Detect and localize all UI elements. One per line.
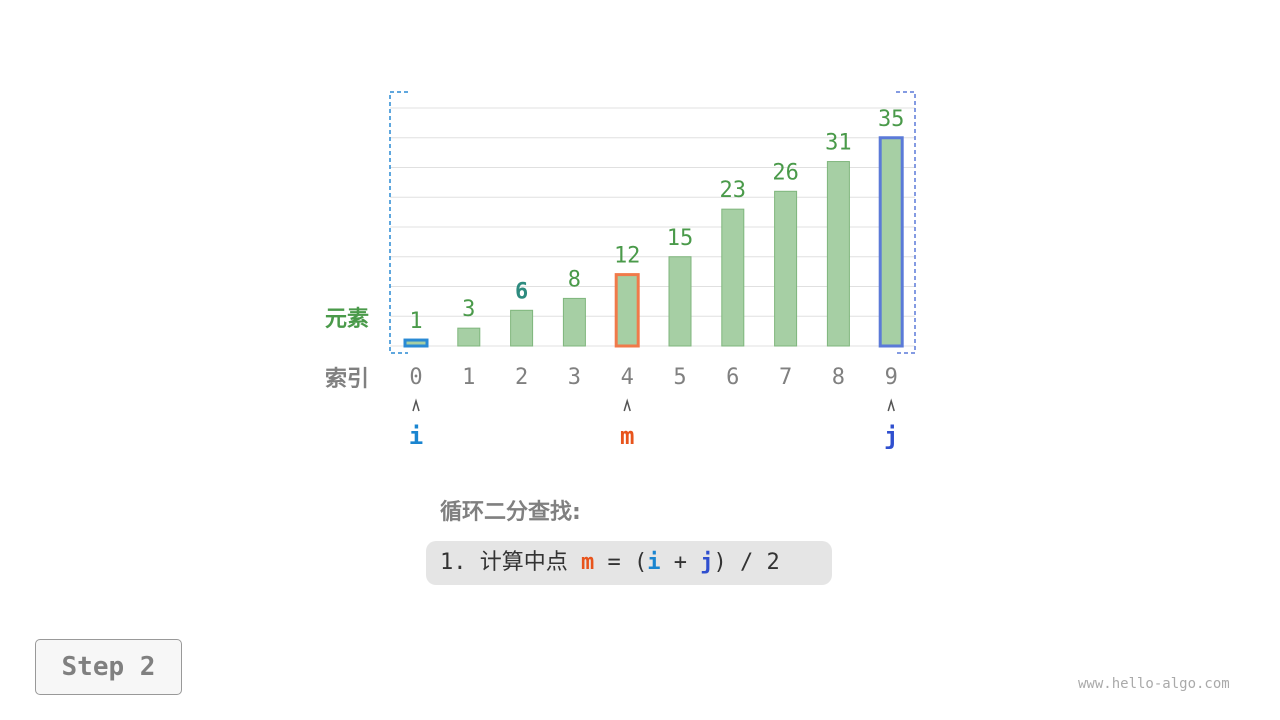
index-label-2: 2 (515, 365, 528, 390)
bar-0 (403, 338, 429, 348)
value-label-3: 8 (568, 267, 581, 292)
pointer-m: m (620, 422, 634, 450)
index-label-0: 0 (409, 365, 422, 390)
pointer-j: j (884, 422, 898, 450)
value-label-2: 6 (515, 279, 528, 304)
index-label-3: 3 (568, 365, 581, 390)
step-button[interactable]: Step 2 (35, 639, 182, 695)
left-bracket-i (389, 91, 408, 354)
pointer-arrow-i (412, 398, 420, 412)
value-label-7: 26 (772, 160, 799, 185)
bar-1 (457, 327, 481, 347)
index-label: 索引 (325, 367, 370, 392)
bar-7 (774, 190, 798, 347)
value-label-6: 23 (720, 178, 747, 203)
index-label-4: 4 (621, 365, 634, 390)
value-label-1: 3 (462, 297, 475, 322)
index-label-7: 7 (779, 365, 792, 390)
bar-2 (510, 309, 534, 347)
formula-i: i (647, 550, 661, 575)
pointer-arrow-j (887, 398, 895, 412)
formula-prefix: 1. 计算中点 (440, 550, 581, 575)
index-label-8: 8 (832, 365, 845, 390)
bar-5 (668, 256, 692, 347)
index-label-9: 9 (885, 365, 898, 390)
formula-plus: + (660, 550, 701, 575)
algorithm-title: 循环二分查找: (440, 500, 581, 525)
value-label-4: 12 (614, 244, 641, 269)
index-label-5: 5 (673, 365, 686, 390)
value-label-9: 35 (878, 107, 905, 132)
value-label-0: 1 (409, 309, 422, 334)
formula-m: m (580, 550, 595, 575)
bar-8 (826, 161, 850, 347)
formula-j: j (700, 550, 714, 575)
watermark: www.hello-algo.com (1078, 676, 1230, 692)
right-bracket-j (896, 91, 916, 354)
formula-eq: = ( (594, 550, 648, 575)
elements-label: 元素 (325, 307, 370, 332)
index-label-6: 6 (726, 365, 739, 390)
index-label-1: 1 (462, 365, 475, 390)
bar-6 (721, 208, 745, 347)
pointer-i: i (409, 422, 423, 450)
pointer-arrow-m (623, 398, 631, 412)
value-label-8: 31 (825, 131, 852, 156)
bar-4 (614, 273, 640, 348)
formula-suffix: ) / 2 (713, 550, 780, 575)
bar-9 (878, 136, 904, 348)
bar-3 (562, 297, 586, 347)
formula-box: 1. 计算中点 m = (i + j) / 2 (426, 541, 832, 585)
value-label-5: 15 (667, 226, 694, 251)
